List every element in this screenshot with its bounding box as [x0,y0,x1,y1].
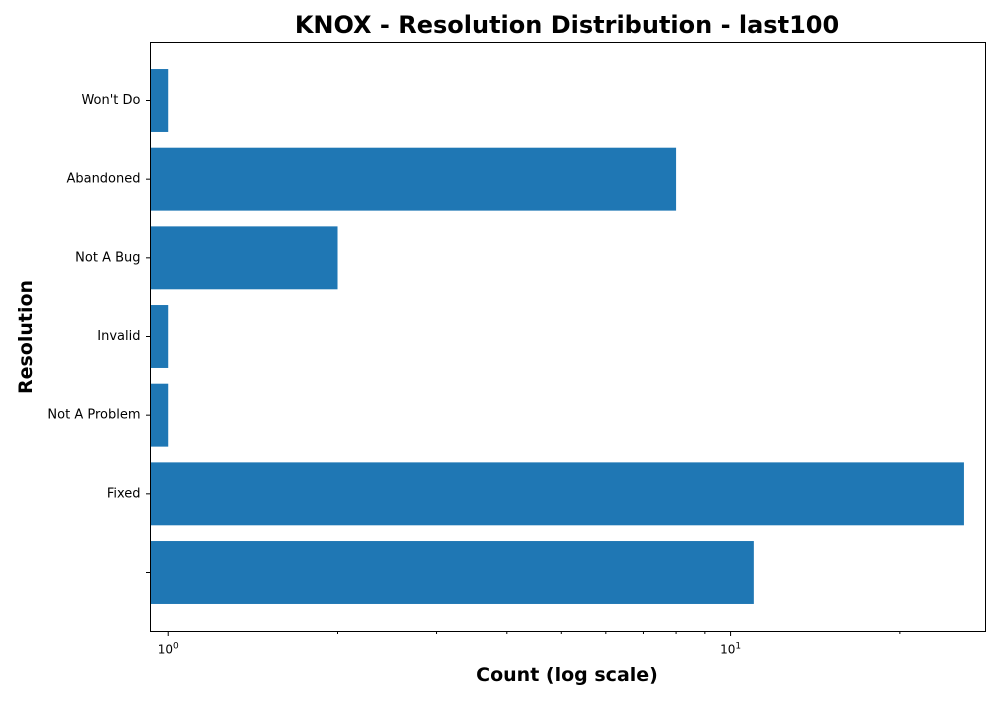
y-tick-label: Fixed [107,486,141,501]
x-tick-label: 100 [158,642,179,657]
y-axis-title: Resolution [15,280,37,394]
y-tick-label: Invalid [97,329,140,344]
bar-won-t-do [150,69,169,132]
bar-unlabeled [150,541,754,604]
bar-not-a-bug [150,226,338,290]
x-axis-ticks: 100 101 [158,631,901,657]
x-tick-label: 101 [720,642,741,657]
bar-not-a-problem [150,383,169,447]
y-tick-label: Abandoned [66,172,140,187]
bars-group [150,69,964,604]
plot-frame [150,42,986,632]
bar-abandoned [150,147,677,211]
y-tick-label: Not A Problem [47,408,140,423]
bar-fixed [150,462,964,526]
y-tick-label: Not A Bug [75,250,140,265]
chart-title: KNOX - Resolution Distribution - last100 [295,11,839,39]
y-tick-label: Won't Do [81,93,140,108]
x-axis-title: Count (log scale) [476,664,658,686]
bar-invalid [150,305,169,368]
y-axis-ticks: Fixed Not A Problem Invalid Not A Bug Abando… [47,93,151,573]
